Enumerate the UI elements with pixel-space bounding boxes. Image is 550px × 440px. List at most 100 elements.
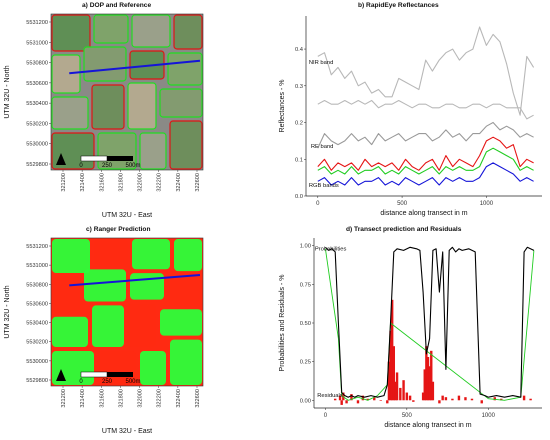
y-tick-label: 5530800 (26, 61, 48, 67)
x-tick-label: 322600 (195, 173, 201, 192)
residual-bar (345, 400, 348, 404)
annotation-rgb: RGB bands (309, 183, 339, 189)
field-polygon (173, 14, 203, 50)
field-polygon (51, 54, 81, 94)
residual-bar (366, 398, 369, 401)
y-tick-label: 5530400 (26, 321, 48, 327)
field-polygon (51, 14, 91, 52)
panel-c-title: c) Ranger Prediction (86, 226, 151, 233)
chart-rapideye-reflectances: 0.0 0.1 0.2 0.3 0.4 0 500 1000 distance along tr… (279, 16, 542, 217)
y-tick-label: 0.50 (300, 321, 311, 327)
prediction-patch (128, 303, 156, 348)
x-axis-label: UTM 32U - East (102, 212, 152, 219)
y-axis-label: Reflectances - % (279, 80, 286, 133)
annotation-residuals: Residuals (317, 393, 343, 399)
y-tick-label: 5530200 (26, 340, 48, 346)
reflectance-line-4 (317, 147, 534, 175)
prediction-patch (92, 305, 124, 348)
reflectance-line-5 (317, 162, 534, 186)
scalebar-label: 0 (79, 163, 83, 169)
field-polygon (51, 96, 89, 130)
x-tick-label: 321600 (99, 173, 105, 192)
y-tick-label: 0.75 (300, 282, 311, 288)
x-tick-label: 322000 (138, 173, 144, 192)
reflectance-line-1 (317, 99, 534, 120)
y-tick-label: 0.00 (300, 398, 311, 404)
y-tick-label: 5530600 (26, 81, 48, 87)
field-polygon (83, 46, 127, 82)
map-frame (50, 13, 204, 171)
residual-bar (340, 400, 343, 405)
residual-bar (390, 299, 394, 401)
residual-bar (412, 400, 415, 402)
x-tick-label: 500 (397, 201, 408, 207)
residual-bar (470, 398, 474, 401)
residual-bar (402, 380, 405, 401)
field-polygon (139, 132, 167, 170)
field-polygon (167, 52, 203, 86)
scalebar-segment (80, 371, 108, 378)
x-tick-label: 0 (316, 201, 320, 207)
annotation-nir: NIR band (309, 60, 334, 66)
field-polygon (131, 14, 171, 48)
reflectance-line-2 (317, 121, 534, 149)
residual-bar (421, 392, 425, 401)
residual-bar (373, 397, 376, 401)
x-axis-label: distance along transect in m (384, 422, 471, 429)
x-tick-label: 321600 (99, 389, 105, 408)
map-frame (50, 237, 204, 387)
x-tick-label: 321400 (80, 173, 86, 192)
field-polygon (169, 120, 203, 170)
residual-bar (480, 400, 483, 404)
transect-line (69, 274, 201, 287)
residual-bar (441, 395, 444, 401)
residual-bar (430, 350, 433, 401)
x-tick-label: 0 (324, 413, 328, 419)
scalebar-segment (107, 156, 133, 161)
prediction-patch (168, 275, 202, 306)
x-tick-label: 321200 (61, 173, 67, 192)
x-axis-label: distance along transect in m (380, 210, 467, 217)
north-arrow-icon (56, 369, 66, 381)
residual-bar (431, 381, 435, 401)
residual-bar (529, 398, 532, 401)
residual-bar (444, 397, 448, 401)
scalebar-label: 250 (102, 163, 113, 169)
x-tick-label: 322600 (195, 389, 201, 408)
residual-bar (425, 346, 428, 401)
prediction-patch (52, 239, 90, 274)
y-tick-label: 5531200 (26, 244, 48, 250)
residual-bar (423, 369, 426, 401)
scalebar-segment (107, 372, 133, 377)
y-tick-label: 5529800 (26, 162, 48, 168)
chart-transect-prediction-residuals: 0.00 0.25 0.50 0.75 1.00 0 500 1000 distance alo… (279, 238, 542, 429)
panel-b-title: b) RapidEye Reflectances (358, 2, 439, 9)
scalebar-label: 250 (102, 379, 113, 385)
residual-bar (457, 395, 461, 401)
x-tick-label: 1000 (480, 201, 494, 207)
residual-bar (379, 400, 382, 401)
y-tick-label: 1.00 (300, 244, 311, 250)
prediction-patch (52, 316, 88, 348)
north-arrow-icon (56, 153, 66, 165)
y-tick-label: 5531000 (26, 40, 48, 46)
field-polygon (159, 88, 203, 118)
residual-bar (361, 395, 365, 401)
annotation-probabilities: Probabilities (315, 246, 347, 252)
prediction-patch (84, 269, 126, 302)
reflectance-line-0 (317, 26, 535, 116)
x-tick-label: 500 (402, 413, 413, 419)
residual-bar (428, 366, 431, 401)
y-tick-label: 5529800 (26, 378, 48, 384)
y-tick-label: 5531200 (26, 20, 48, 26)
y-tick-label: 5530600 (26, 301, 48, 307)
residual-bar (405, 392, 409, 401)
residual-bar (389, 330, 392, 401)
residual-bar (350, 394, 353, 401)
residual-bar (338, 395, 342, 401)
y-tick-label: 5530000 (26, 142, 48, 148)
probability-line (325, 246, 535, 398)
y-axis-label: UTM 32U - North (4, 285, 11, 338)
residual-bar (356, 400, 360, 404)
residual-bar (399, 387, 402, 401)
